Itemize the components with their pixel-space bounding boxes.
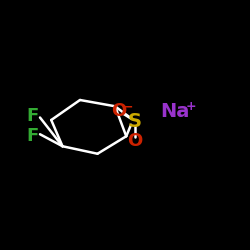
Text: F: F: [26, 127, 38, 145]
Text: O: O: [111, 102, 126, 120]
Text: S: S: [128, 112, 142, 131]
Text: −: −: [123, 100, 134, 113]
Text: O: O: [128, 132, 142, 150]
Text: +: +: [186, 100, 196, 113]
Text: F: F: [26, 107, 38, 125]
Text: Na: Na: [160, 102, 190, 121]
